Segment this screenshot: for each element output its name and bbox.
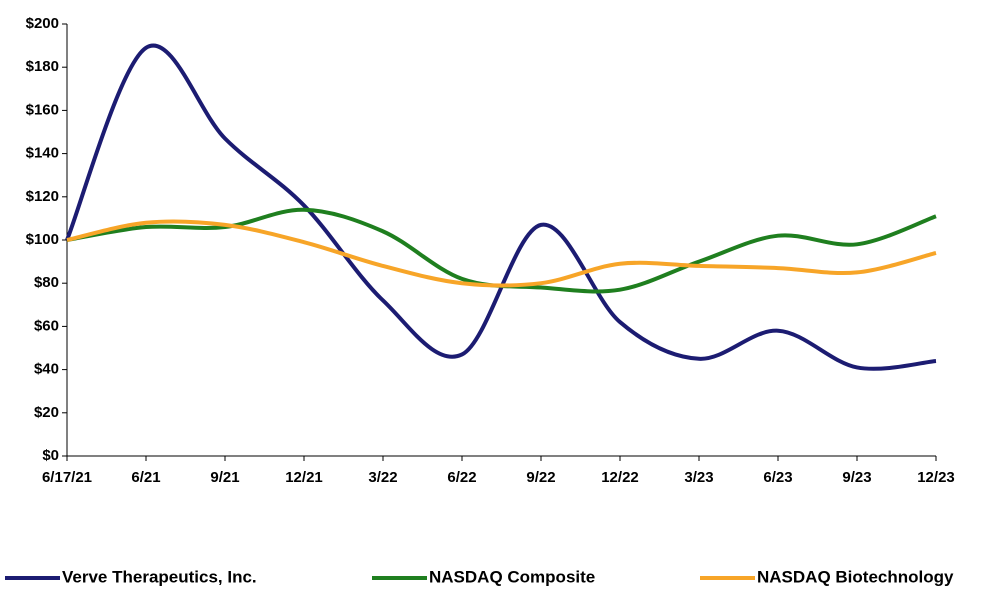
x-tick-label: 12/21 bbox=[285, 469, 323, 486]
x-tick-label: 9/21 bbox=[210, 469, 239, 486]
y-tick-label: $100 bbox=[26, 231, 59, 248]
x-tick-label: 9/23 bbox=[842, 469, 871, 486]
legend-label: NASDAQ Composite bbox=[429, 567, 595, 586]
y-tick-label: $60 bbox=[34, 317, 59, 334]
y-tick-label: $120 bbox=[26, 188, 59, 205]
legend-label: NASDAQ Biotechnology bbox=[757, 567, 954, 586]
line-series bbox=[65, 43, 937, 371]
x-tick-label: 6/23 bbox=[763, 469, 792, 486]
x-tick-label: 6/21 bbox=[131, 469, 160, 486]
y-tick-label: $180 bbox=[26, 58, 59, 75]
y-tick-label: $140 bbox=[26, 145, 59, 162]
x-tick-label: 9/22 bbox=[526, 469, 555, 486]
x-tick-label: 12/23 bbox=[917, 469, 955, 486]
legend: Verve Therapeutics, Inc. NASDAQ Composite… bbox=[5, 567, 954, 586]
x-tick-label: 12/22 bbox=[601, 469, 639, 486]
line-series bbox=[66, 219, 937, 288]
x-tick-label: 3/23 bbox=[684, 469, 713, 486]
legend-label: Verve Therapeutics, Inc. bbox=[62, 567, 257, 586]
y-tick-label: $0 bbox=[42, 447, 59, 464]
y-tick-label: $200 bbox=[26, 15, 59, 32]
x-tick-label: 3/22 bbox=[368, 469, 397, 486]
y-tick-label: $40 bbox=[34, 361, 59, 378]
y-tick-label: $20 bbox=[34, 404, 59, 421]
y-tick-label: $160 bbox=[26, 101, 59, 118]
y-tick-label: $80 bbox=[34, 274, 59, 291]
x-tick-label: 6/22 bbox=[447, 469, 476, 486]
x-tick-label: 6/17/21 bbox=[42, 469, 92, 486]
